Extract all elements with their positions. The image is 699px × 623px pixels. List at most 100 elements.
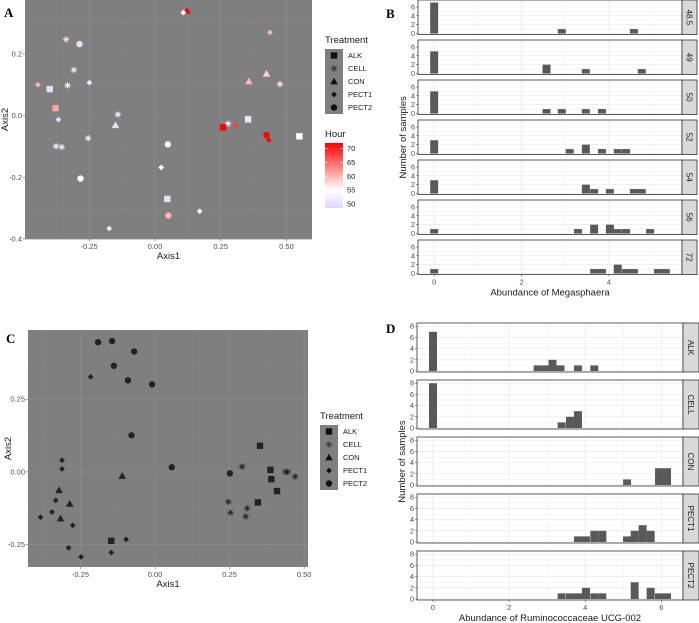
y-tick-label: 2 (410, 412, 414, 421)
data-point-cell (238, 463, 246, 470)
histogram-bar (581, 69, 590, 74)
data-point-alk (164, 195, 171, 203)
histogram-bar (590, 593, 599, 599)
x-axis-title: Axis1 (156, 579, 179, 590)
facet-strip-label: 49 (685, 53, 694, 62)
y-tick-label: 4 (411, 251, 415, 260)
y-tick-label: 8 (410, 550, 414, 559)
facet-strip-label: 56 (685, 213, 694, 222)
histogram-bar (565, 593, 574, 599)
histogram-bar (590, 365, 599, 371)
histogram-bar (590, 224, 599, 234)
y-tick-label: 0 (411, 109, 415, 118)
data-point-pect2 (77, 175, 84, 182)
panel-label-d: D (386, 321, 395, 336)
y-tick-label: 4 (410, 458, 414, 467)
data-point-alk (52, 105, 59, 112)
data-point-pect1 (158, 164, 165, 171)
scatter-plot-a: -0.25 0.00 0.25 0.50 -0.4 -0.2 0.0 0.2 Axis1 Axis… (0, 0, 372, 262)
data-point-pect1 (106, 225, 113, 232)
data-point-alk (273, 487, 281, 495)
data-point-alk (46, 85, 53, 93)
data-point-pect2 (94, 339, 102, 346)
data-point-cell (225, 498, 232, 506)
histogram-bar (548, 359, 557, 371)
legend-label-pect1: PECT1 (348, 90, 372, 99)
legend-key-pect1-icon (326, 467, 332, 474)
y-tick-label: 0 (410, 538, 414, 547)
facet-strip (681, 239, 698, 275)
facet-strip (682, 322, 699, 373)
histogram-bar (573, 411, 582, 428)
y-tick-label: 6 (410, 447, 414, 456)
y-tick-label: 0 (411, 189, 415, 198)
panel-label-a: A (4, 5, 14, 20)
y-tick-label: 2 (411, 260, 415, 269)
histogram-bar (565, 416, 574, 428)
x-axis-title: Axis1 (157, 251, 180, 262)
y-tick-label: 0.0 (12, 111, 22, 120)
x-tick-label: 6 (659, 603, 663, 612)
histogram-bar (581, 536, 590, 542)
facet-strip (681, 79, 698, 115)
histogram-bar (557, 593, 566, 599)
y-tick-label: 4 (411, 171, 415, 180)
histogram-d: ALK02468CELL02468CON02468PECT102468PECT2… (397, 322, 699, 623)
histogram-bar (605, 224, 614, 234)
panel-label-c: C (6, 331, 15, 346)
histogram-bar (598, 269, 607, 274)
legend-key-alk-icon (330, 52, 338, 59)
y-tick-label: 4 (410, 515, 414, 524)
facet-strip-label: 50 (685, 93, 694, 102)
data-point-alk (268, 475, 275, 483)
histogram-bar (613, 264, 622, 274)
histogram-bar (430, 269, 439, 274)
histogram-bar (598, 530, 607, 542)
facet-strip (681, 199, 698, 235)
y-tick-label: 0.00 (10, 467, 25, 476)
data-point-pect1 (86, 79, 93, 86)
x-axis-title: Abundance of Megasphaera (490, 288, 610, 299)
x-tick-label: 0 (431, 603, 435, 612)
histogram-bar (430, 91, 439, 114)
legend-label-alk: ALK (343, 427, 357, 436)
data-point-cell (70, 66, 78, 74)
histogram-bar (430, 180, 439, 194)
histogram-bar (653, 269, 662, 274)
data-point-pect2 (165, 212, 172, 219)
y-tick-label: 8 (410, 322, 414, 331)
data-point-alk (219, 124, 227, 131)
y-tick-label: 8 (410, 493, 414, 502)
facet-background (417, 551, 683, 600)
data-point-con (55, 486, 63, 494)
y-tick-label: 0.25 (10, 395, 25, 404)
x-axis-title: Abundance of Ruminococcaceae UCG-002 (459, 613, 641, 623)
histogram-bar (622, 149, 631, 154)
histogram-bar (598, 149, 607, 154)
histogram-bar (638, 525, 647, 542)
data-point-cell (227, 509, 234, 516)
y-tick-label: 8 (410, 379, 414, 388)
treatment-legend: Treatment ALK CELL CON PECT1 PECT2 (320, 411, 367, 490)
data-point-cell (62, 36, 70, 43)
x-tick-label: 4 (607, 278, 611, 287)
data-point-cell (243, 505, 251, 512)
histogram-bar (557, 109, 566, 114)
y-tick-label: 0 (411, 269, 415, 278)
facet-background (417, 437, 683, 486)
histogram-bar (590, 189, 599, 194)
facet-strip (681, 119, 698, 155)
y-tick-label: 8 (410, 436, 414, 445)
facet-background (417, 380, 683, 429)
data-point-alk (256, 442, 264, 449)
histogram-bar (646, 587, 655, 599)
histogram-bar (556, 365, 565, 371)
facet-background (418, 160, 682, 195)
histogram-bar (557, 422, 566, 428)
histogram-bar (663, 593, 672, 599)
colorbar-label: 60 (347, 172, 355, 181)
data-point-pect1 (265, 137, 272, 143)
